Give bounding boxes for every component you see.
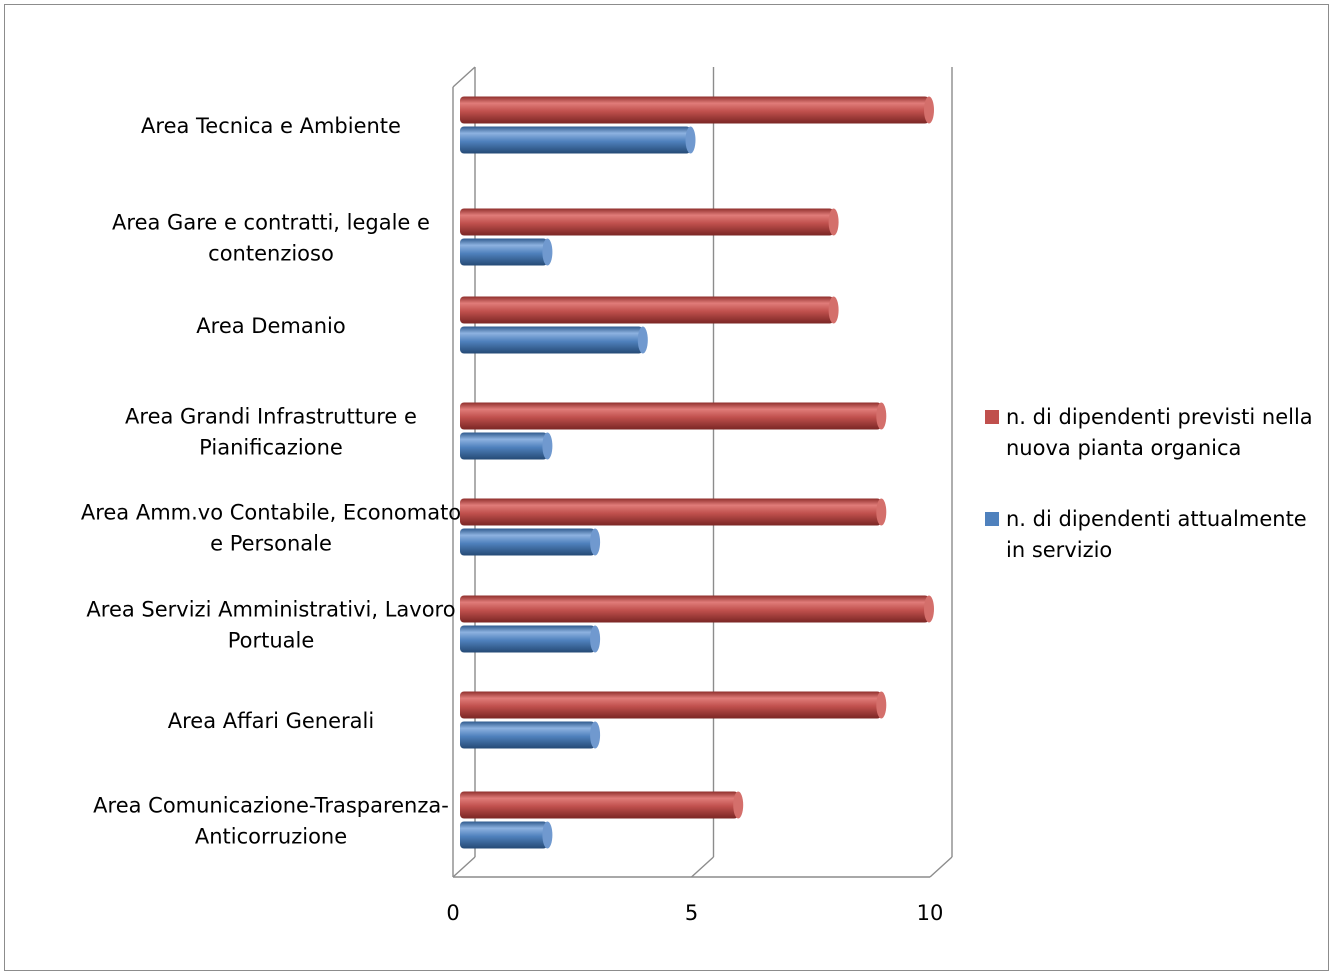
bar-cap: [733, 791, 744, 819]
bar-0-2: [460, 296, 839, 324]
bar-body: [460, 208, 834, 236]
bar-body: [460, 238, 548, 266]
bars-group: [460, 96, 934, 849]
legend-swatch-1: [985, 512, 999, 526]
bar-body: [460, 402, 882, 430]
bar-body: [460, 126, 691, 154]
bar-cap: [924, 96, 934, 124]
bar-cap: [637, 326, 648, 354]
bar-body: [460, 528, 596, 556]
bar-1-0: [460, 126, 696, 154]
bar-0-5: [460, 595, 934, 623]
bar-0-7: [460, 791, 744, 819]
category-label-4: Area Amm.vo Contabile, Economato e Person…: [81, 501, 461, 556]
floor-gridline-0: [452, 856, 476, 878]
bar-cap: [828, 208, 839, 236]
bar-body: [460, 326, 643, 354]
category-label-1: Area Gare e contratti, legale e contenzio…: [112, 211, 430, 266]
bar-body: [460, 498, 882, 526]
x-tick-label-2: 10: [917, 901, 944, 925]
category-label-2: Area Demanio: [196, 314, 345, 338]
bar-0-6: [460, 691, 887, 719]
category-label-3: Area Grandi Infrastrutture e Pianificazio…: [125, 405, 417, 460]
bar-0-4: [460, 498, 887, 526]
category-label-6: Area Affari Generali: [168, 709, 374, 733]
legend-swatch-0: [985, 410, 999, 424]
bar-body: [460, 791, 739, 819]
bar-body: [460, 296, 834, 324]
bar-cap: [542, 821, 553, 849]
bar-0-3: [460, 402, 887, 430]
x-tick-label-0: 0: [446, 901, 459, 925]
bar-1-5: [460, 625, 601, 653]
floor-gridline-2: [929, 856, 953, 878]
bar-1-1: [460, 238, 553, 266]
category-label-5: Area Servizi Amministrativi, Lavoro Portu…: [86, 598, 455, 653]
bar-cap: [542, 238, 553, 266]
bar-body: [460, 625, 596, 653]
bar-1-4: [460, 528, 601, 556]
bar-body: [460, 432, 548, 460]
legend: n. di dipendenti previsti nella nuova pia…: [985, 405, 1313, 562]
bar-1-3: [460, 432, 553, 460]
bar-0-1: [460, 208, 839, 236]
category-labels: Area Tecnica e Ambiente Area Gare e contr…: [81, 114, 461, 849]
left-wall-top: [452, 66, 476, 88]
bar-cap: [590, 528, 601, 556]
bar-body: [460, 595, 929, 623]
bar-body: [460, 691, 882, 719]
bar-body: [460, 721, 596, 749]
floor-gridline-1: [691, 856, 714, 878]
bar-cap: [685, 126, 696, 154]
bar-1-7: [460, 821, 553, 849]
bar-cap: [590, 721, 601, 749]
bar-body: [460, 821, 548, 849]
category-label-7: Area Comunicazione-Trasparenza-Anticorru…: [93, 794, 449, 849]
legend-label-1: n. di dipendenti attualmente in servizio: [1006, 507, 1307, 562]
bar-1-2: [460, 326, 648, 354]
bar-cap: [876, 498, 887, 526]
bar-body: [460, 96, 929, 124]
bar-0-0: [460, 96, 934, 124]
category-label-0: Area Tecnica e Ambiente: [141, 114, 401, 138]
bar-cap: [542, 432, 553, 460]
bar-cap: [590, 625, 601, 653]
plot-walls: [452, 66, 953, 878]
legend-label-0: n. di dipendenti previsti nella nuova pia…: [1006, 405, 1313, 460]
bar-cap: [924, 595, 934, 623]
x-axis-tick-labels: 0 5 10: [446, 901, 943, 925]
bar-cap: [876, 402, 887, 430]
x-tick-label-1: 5: [685, 901, 698, 925]
bar-cap: [876, 691, 887, 719]
bar-1-6: [460, 721, 601, 749]
bar-cap: [828, 296, 839, 324]
